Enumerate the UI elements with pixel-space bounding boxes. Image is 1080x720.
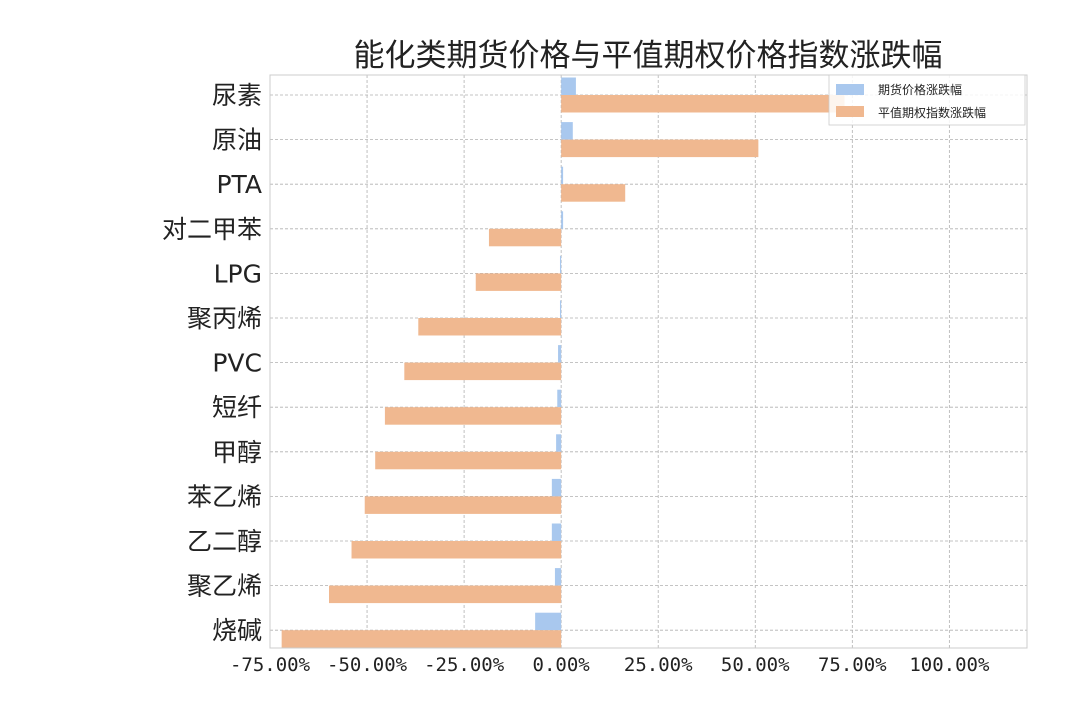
y-tick-label: PTA	[216, 170, 262, 199]
futures-bar-3	[561, 211, 564, 229]
futures-bar-10	[551, 523, 562, 541]
futures-bar-5	[559, 300, 562, 318]
option-bar-0	[561, 95, 845, 113]
futures-bar-1	[561, 122, 573, 140]
legend-swatch-futures	[836, 84, 864, 95]
option-bar-8	[375, 451, 562, 470]
x-tick-layer: -75.00% -50.00% -25.00% 0.00% 25.00% 50.00% 75…	[230, 654, 990, 676]
option-bar-12	[281, 630, 562, 648]
futures-bar-12	[535, 612, 562, 631]
futures-bar-2	[561, 166, 564, 185]
y-tick-label: 烧碱	[212, 616, 262, 645]
x-tick-label: 75.00%	[818, 654, 887, 676]
y-tick-label: 苯乙烯	[187, 482, 262, 511]
grid-layer	[269, 75, 1027, 648]
plot-frame	[269, 74, 1028, 649]
option-bar-7	[384, 407, 562, 425]
legend: 期货价格涨跌幅 平值期权指数涨跌幅	[828, 74, 1026, 126]
futures-bar-11	[554, 568, 562, 586]
y-tick-label: 对二甲苯	[162, 215, 262, 244]
futures-bar-4	[559, 255, 562, 274]
y-tick-label: 短纤	[212, 393, 262, 422]
y-tick-label: LPG	[214, 259, 262, 288]
y-tick-label: PVC	[212, 349, 262, 378]
chart-title: 能化类期货价格与平值期权价格指数涨跌幅	[354, 38, 943, 74]
x-tick-label: -50.00%	[327, 654, 408, 676]
futures-bar-6	[558, 345, 562, 363]
futures-bar-8	[556, 434, 562, 452]
legend-label-futures: 期货价格涨跌幅	[878, 82, 962, 97]
y-tick-label: 聚乙烯	[187, 572, 262, 601]
bar-layer	[281, 77, 845, 648]
futures-bar-7	[557, 389, 562, 408]
legend-label-options: 平值期权指数涨跌幅	[878, 105, 986, 120]
option-bar-3	[488, 228, 562, 247]
x-tick-label: -75.00%	[230, 654, 311, 676]
futures-bar-9	[551, 478, 562, 497]
y-tick-label: 乙二醇	[187, 527, 262, 556]
option-bar-9	[364, 496, 562, 514]
x-tick-label: 0.00%	[533, 654, 591, 676]
x-tick-label: 50.00%	[721, 654, 790, 676]
y-tick-label: 聚丙烯	[187, 304, 262, 333]
option-bar-1	[561, 139, 759, 158]
option-bar-4	[475, 273, 562, 291]
x-tick-label: 100.00%	[909, 654, 990, 676]
option-bar-10	[351, 541, 562, 559]
option-bar-11	[329, 585, 562, 604]
option-bar-2	[561, 184, 626, 202]
y-tick-label: 尿素	[212, 81, 262, 110]
x-tick-label: 25.00%	[624, 654, 693, 676]
y-tick-label: 甲醇	[212, 438, 262, 467]
x-tick-label: -25.00%	[424, 654, 505, 676]
option-bar-5	[418, 318, 562, 336]
legend-swatch-options	[836, 106, 864, 117]
futures-bar-0	[561, 77, 576, 95]
option-bar-6	[404, 362, 562, 381]
y-tick-label: 原油	[212, 126, 262, 155]
